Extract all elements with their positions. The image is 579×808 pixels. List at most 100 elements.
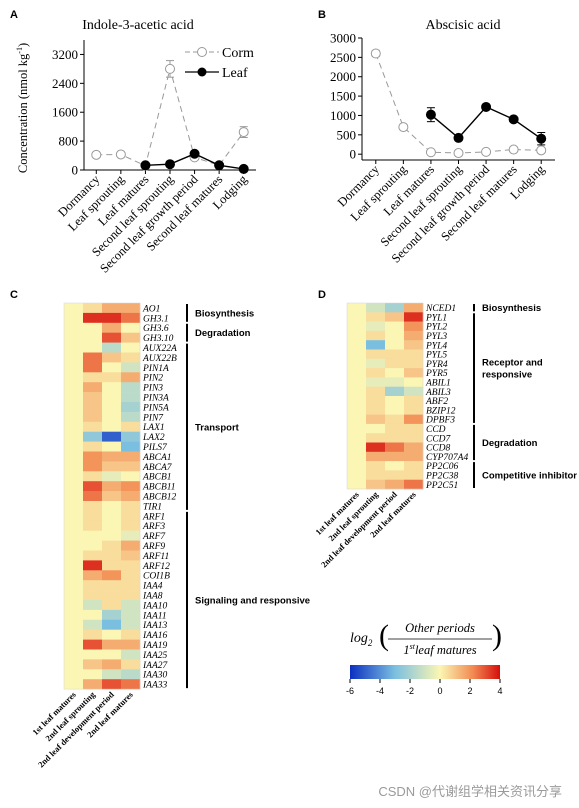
heatmap-d-cell [366,349,386,360]
heatmap-d-cell [404,479,424,490]
heatmap-c-row-label: ARF11 [142,552,169,562]
heatmap-c-cell [121,510,141,522]
heatmap-c-cell [102,560,122,571]
heatmap-d-cell [347,358,367,369]
colorbar-tick-label: 2 [467,686,472,696]
heatmap-c-cell [64,441,84,452]
heatmap-d-cell [404,470,424,480]
heatmap-c-cell [102,441,122,452]
heatmap-c-cell [121,451,141,462]
heatmap-c-row-label: ABCB1 [142,473,172,483]
heatmap-d-cell [385,479,405,490]
heatmap-c-cell [102,580,122,591]
heatmap-d-cell [366,442,386,453]
heatmap-d-cell [347,479,367,490]
chart-b-title: Abscisic acid [425,18,500,33]
heatmap-d-cell [404,330,424,341]
heatmap-c-cell [64,639,84,650]
heatmap-c-row-label: COI1B [143,572,170,582]
heatmap-c-cell [121,332,141,343]
heatmap-d-cell [366,414,386,425]
heatmap-c-cell [121,352,141,363]
panel-label-b: B [318,9,326,21]
heatmap-c-cell [121,609,141,621]
chart-a-point-leaf [214,160,225,171]
heatmap-d-cell [404,461,424,471]
heatmap-c-cell [83,540,103,551]
heatmap-d-cell [404,442,424,453]
heatmap-d-cell [404,377,424,387]
heatmap-c-cell [121,669,141,680]
heatmap-d-cell [404,396,424,406]
heatmap-d-cell [385,386,405,397]
heatmap-c-cell [121,560,141,571]
heatmap-c-cell [64,491,84,502]
chart-b-point-corm [536,145,547,156]
legend-leaf-marker [197,67,207,77]
colorbar: log2 ( Other periods 1stleaf matures ) -… [346,619,503,696]
heatmap-c-row-label: ARF9 [142,542,165,552]
heatmap-d-cell [385,321,405,332]
heatmap-d-cell [347,470,367,480]
heatmap-c-cell [121,540,141,551]
heatmap-c-cell [102,471,122,482]
heatmap-c-cell [64,362,84,373]
heatmap-d-cell [347,368,367,378]
heatmap-c-cell [64,431,84,442]
heatmap-c-row-label: GH3.6 [143,324,169,334]
heatmap-c-cell [64,352,84,363]
heatmap-c-cell [64,382,84,393]
chart-a-point-leaf [189,148,200,159]
heatmap-d-row-label: DPBF3 [425,416,455,426]
heatmap-c-cell [64,303,84,314]
heatmap-c-row-label: TIR1 [143,502,162,512]
heatmap-c-cell [83,669,103,680]
heatmap-c-row-label: ABCA7 [142,463,173,473]
heatmap-c-cell [102,382,122,393]
heatmap-d-cell [385,330,405,341]
heatmap-c-cell [83,501,103,512]
heatmap-c-cell [64,550,84,561]
heatmap-c-cell [102,491,122,502]
heatmap-d-cell [347,386,367,397]
colorbar-gradient [350,665,500,679]
heatmap-c-group-label: Signaling and responsive [195,596,310,607]
heatmap-c-cell [121,382,141,393]
heatmap-d-cell [347,303,367,313]
chart-b-point-corm [453,148,464,159]
heatmap-d-cell [404,340,424,350]
chart-b-point-corm [370,48,381,59]
heatmap-d-cell [385,414,405,425]
heatmap-c-cell [102,461,122,472]
heatmap-c-cell [64,312,84,324]
heatmap-d-cell [385,405,405,415]
heatmap-d-cell [385,396,405,406]
chart-a-y-tick-label: 3200 [52,47,78,62]
heatmap-d-cell [385,461,405,471]
heatmap-d-row-label: ABIL3 [425,388,451,398]
heatmap-c-cell [64,609,84,621]
heatmap-c-cell [83,600,103,611]
heatmap-c-cell [121,491,141,502]
colorbar-tick-label: -6 [346,686,354,696]
heatmap-c-cell [83,352,103,363]
heatmap-c-cell [102,530,122,541]
heatmap-c-cell [64,619,84,630]
heatmap-c-cell [64,332,84,343]
heatmap-d-cell [366,423,386,434]
chart-b-y-tick-label: 1500 [330,89,356,104]
colorbar-tick-label: -4 [376,686,384,696]
heatmap-c-row-label: PIN3 [142,384,163,394]
heatmap-c-row-label: AUX22A [142,344,177,354]
heatmap-c-cell [121,659,141,670]
heatmap-d-cell [404,386,424,397]
heatmap-c-cell [83,471,103,482]
chart-a-ylabel: Concentration (nmol kg-1) [15,43,30,173]
colorbar-formula: log2 [350,631,373,648]
heatmap-c-cell [102,352,122,363]
heatmap-c-cell [102,629,122,640]
heatmap-d-cell [404,303,424,313]
heatmap-c-cell [64,402,84,413]
heatmap-c-cell [121,303,141,314]
